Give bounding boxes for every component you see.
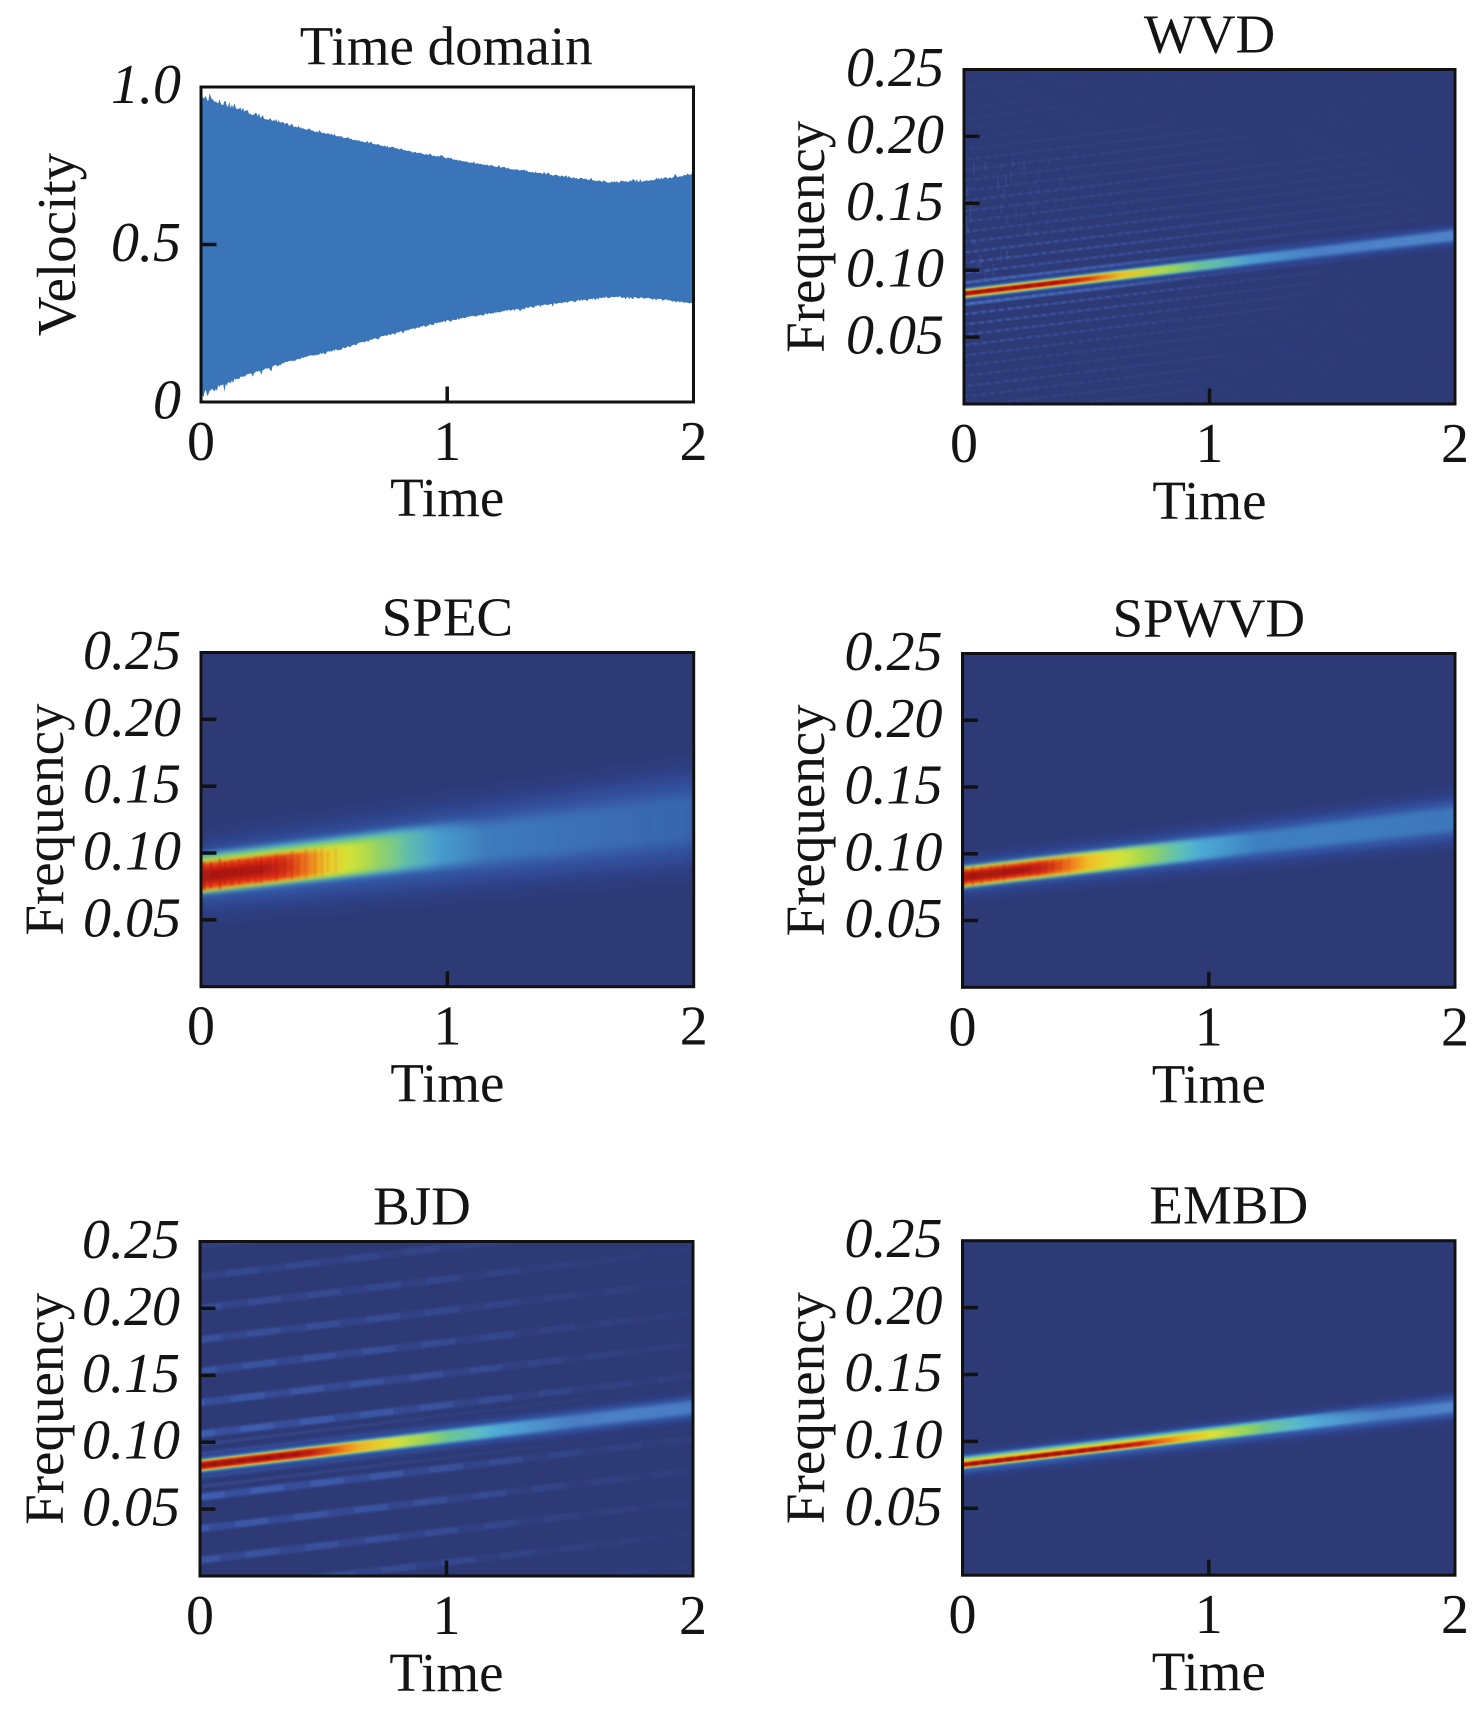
svg-text:Frequency: Frequency [14,703,75,936]
svg-text:0.25: 0.25 [82,1209,180,1271]
svg-text:0.25: 0.25 [845,621,943,683]
svg-text:2: 2 [679,1585,707,1647]
svg-text:0.15: 0.15 [82,1343,180,1405]
svg-text:WVD: WVD [1144,4,1275,65]
svg-text:0.15: 0.15 [83,754,181,816]
svg-text:0.20: 0.20 [845,688,943,750]
svg-text:2: 2 [680,411,708,473]
svg-text:EMBD: EMBD [1149,1175,1308,1236]
svg-text:SPWVD: SPWVD [1113,588,1306,649]
svg-text:0.05: 0.05 [82,1477,180,1539]
svg-text:0.10: 0.10 [845,821,943,883]
svg-text:Time: Time [389,1642,503,1703]
svg-text:0: 0 [186,1585,214,1647]
svg-text:1: 1 [1195,1584,1223,1646]
svg-text:1: 1 [433,996,461,1058]
svg-text:Time: Time [1152,470,1266,531]
svg-text:0.05: 0.05 [83,887,181,949]
svg-text:1: 1 [1195,996,1223,1058]
svg-text:0.20: 0.20 [83,687,181,749]
svg-text:Frequency: Frequency [775,120,836,353]
svg-text:2: 2 [1441,996,1469,1058]
svg-text:0.05: 0.05 [845,888,943,950]
svg-text:Time: Time [1152,1641,1266,1702]
svg-text:1: 1 [433,1585,461,1647]
svg-text:0.5: 0.5 [111,212,181,274]
svg-text:SPEC: SPEC [382,587,513,648]
svg-text:2: 2 [1441,1584,1469,1646]
svg-text:0.20: 0.20 [845,1275,943,1337]
svg-text:Frequency: Frequency [775,704,836,937]
svg-text:0: 0 [187,411,215,473]
svg-text:0.10: 0.10 [845,1409,943,1471]
svg-text:0.25: 0.25 [83,620,181,682]
svg-text:0.15: 0.15 [845,1342,943,1404]
svg-text:0.05: 0.05 [846,305,944,367]
svg-text:Time: Time [1152,1053,1266,1114]
svg-text:0.15: 0.15 [846,171,944,233]
svg-text:Frequency: Frequency [775,1291,836,1524]
svg-text:0.25: 0.25 [846,37,944,99]
svg-text:1: 1 [1196,413,1224,475]
svg-text:Time domain: Time domain [300,16,593,77]
svg-text:0: 0 [187,996,215,1058]
svg-text:Time: Time [390,467,504,528]
svg-text:0.25: 0.25 [845,1208,943,1270]
svg-text:2: 2 [680,996,708,1058]
svg-text:0: 0 [949,996,977,1058]
svg-text:0.10: 0.10 [846,238,944,300]
svg-text:0: 0 [949,1584,977,1646]
svg-text:2: 2 [1441,413,1469,475]
svg-text:0.15: 0.15 [845,755,943,817]
svg-text:0.10: 0.10 [82,1410,180,1472]
svg-text:0.20: 0.20 [82,1276,180,1338]
svg-text:0.10: 0.10 [83,821,181,883]
svg-text:1.0: 1.0 [111,54,181,116]
svg-text:0: 0 [950,413,978,475]
svg-text:Time: Time [390,1053,504,1114]
svg-text:0.20: 0.20 [846,104,944,166]
svg-text:0: 0 [153,370,181,432]
svg-text:Frequency: Frequency [14,1292,75,1525]
svg-text:BJD: BJD [373,1176,471,1237]
svg-text:Velocity: Velocity [26,152,87,336]
svg-text:0.05: 0.05 [845,1476,943,1538]
svg-text:1: 1 [433,411,461,473]
